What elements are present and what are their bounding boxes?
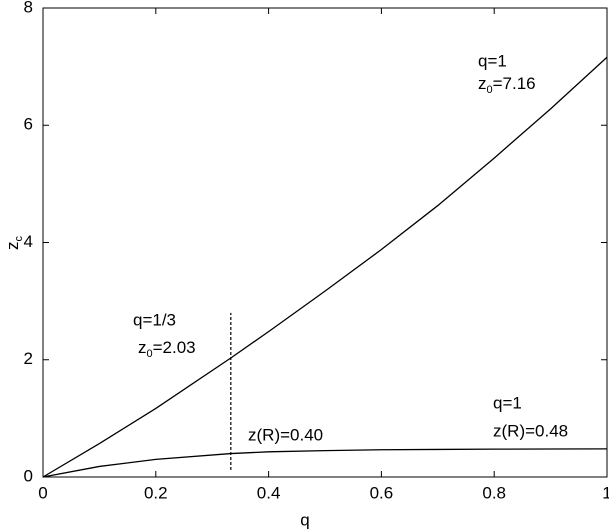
annotation-sub: 0 [147, 348, 153, 360]
annotation-rest: =2.03 [153, 338, 196, 357]
annotation: q=1/3 [133, 310, 176, 329]
annotation: z(R)=0.40 [248, 425, 323, 444]
x-tick-label: 0.2 [144, 483, 168, 502]
annotation: q=1 [493, 393, 522, 412]
x-tick-label: 0.8 [482, 483, 506, 502]
curve [42, 56, 608, 478]
x-tick-label: 1 [602, 483, 609, 502]
y-axis-label: zc [3, 236, 24, 251]
curve [42, 448, 608, 478]
annotation: z0=2.03 [138, 338, 196, 359]
annotation: q=1 [478, 51, 507, 70]
y-tick-label: 4 [24, 232, 33, 251]
y-tick-label: 2 [24, 349, 33, 368]
annotation: z(R)=0.48 [493, 421, 568, 440]
x-tick-label: 0.6 [370, 483, 394, 502]
annotation-sub: 0 [487, 84, 493, 96]
annotation-rest: =7.16 [493, 74, 536, 93]
annotation: z0=7.16 [478, 74, 536, 95]
y-tick-label: 6 [24, 115, 33, 134]
y-axis-label-sub: c [13, 236, 25, 242]
y-tick-label: 8 [24, 0, 33, 16]
x-tick-label: 0.4 [257, 483, 281, 502]
annotation-base: z [138, 338, 147, 357]
y-axis-label-base: z [3, 242, 22, 251]
y-tick-label: 0 [24, 466, 33, 485]
x-axis-label: q [300, 510, 309, 529]
annotation-base: z [478, 74, 487, 93]
x-tick-label: 0 [38, 483, 47, 502]
